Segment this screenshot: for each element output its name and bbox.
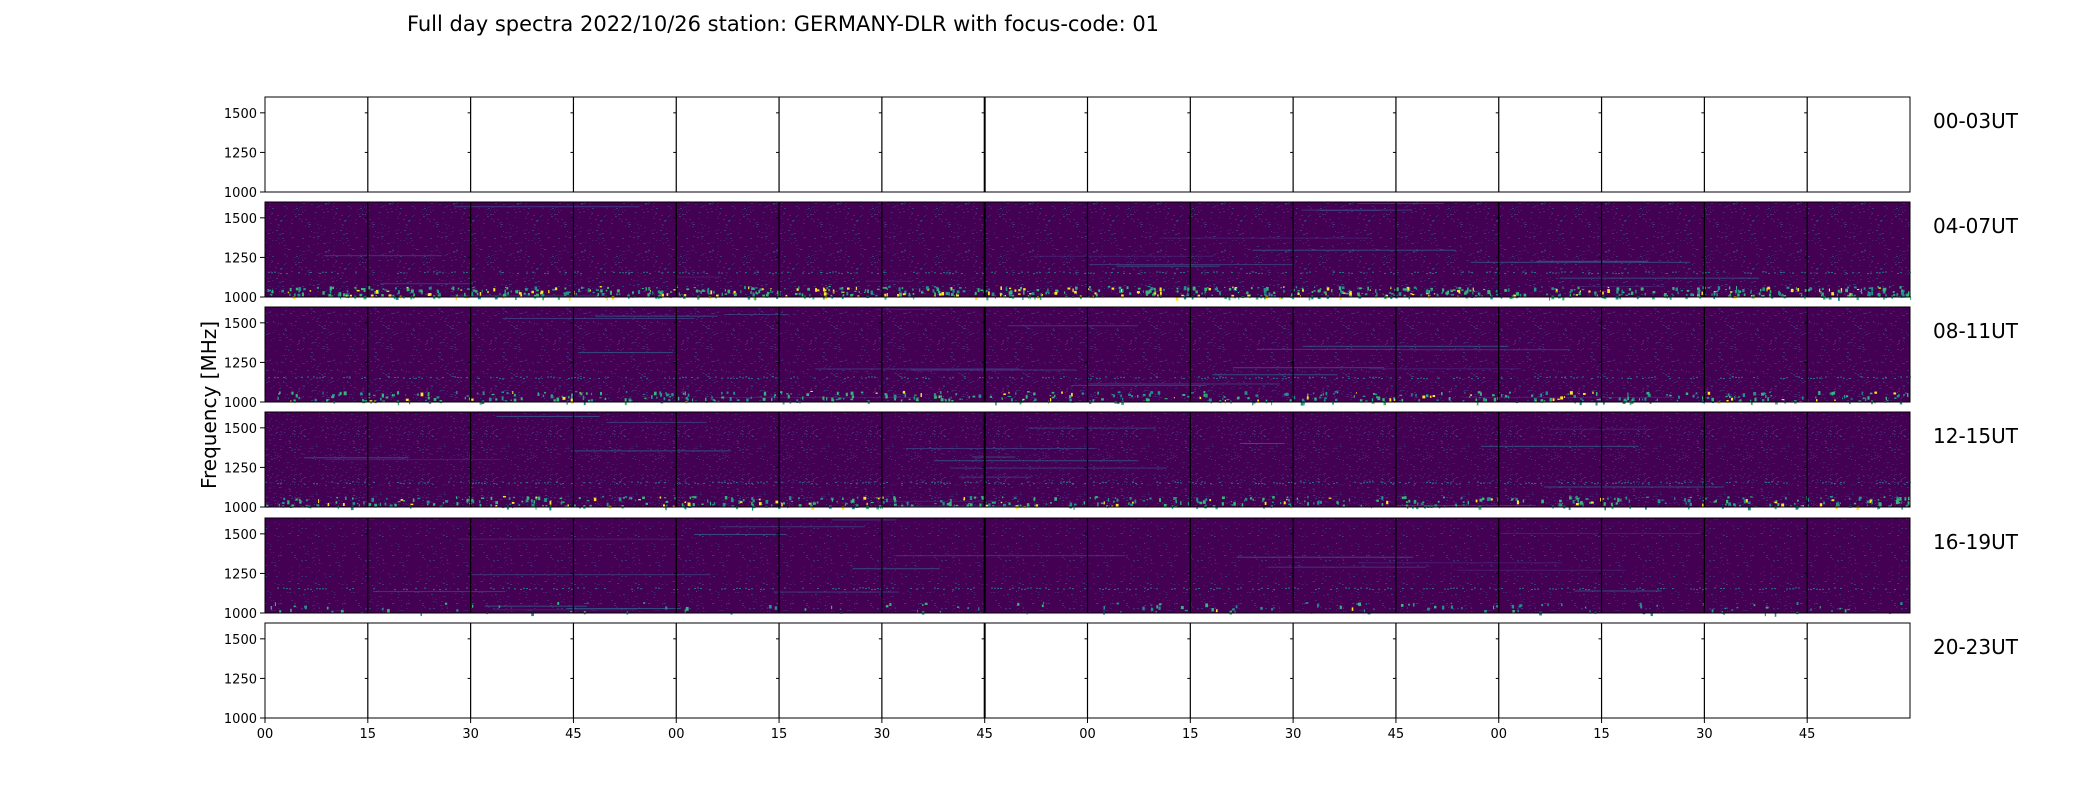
x-tick-label: 15 bbox=[1182, 727, 1199, 742]
row-frame bbox=[264, 517, 1911, 614]
y-tick-label: 1250 bbox=[224, 251, 257, 266]
x-tick-label: 30 bbox=[462, 727, 479, 742]
row-label: 16-19UT bbox=[1933, 530, 2019, 554]
row-label: 04-07UT bbox=[1933, 214, 2019, 238]
row-label: 20-23UT bbox=[1933, 635, 2019, 659]
row-frame bbox=[264, 411, 1911, 508]
y-axis-label: Frequency [MHz] bbox=[197, 321, 221, 489]
x-tick-label: 15 bbox=[771, 727, 788, 742]
row-08-11UT: 1500 1250 1000 08-11UT bbox=[224, 306, 2019, 411]
y-tick-label: 1000 bbox=[224, 186, 257, 201]
y-tick-label: 1250 bbox=[224, 461, 257, 476]
chart-title: Full day spectra 2022/10/26 station: GER… bbox=[407, 12, 1159, 36]
row-frame bbox=[264, 306, 1911, 403]
y-tick-label: 1500 bbox=[224, 107, 257, 122]
x-tick-label: 00 bbox=[668, 727, 685, 742]
y-tick-label: 1500 bbox=[224, 633, 257, 648]
x-tick-label: 00 bbox=[1490, 727, 1507, 742]
y-tick-label: 1500 bbox=[224, 317, 257, 332]
row-00-03UT: 1500 1250 1000 00-03UT bbox=[224, 96, 2019, 201]
x-tick-label: 30 bbox=[1696, 727, 1713, 742]
row-label: 08-11UT bbox=[1933, 319, 2019, 343]
spectrogram bbox=[267, 203, 1912, 301]
y-tick-label: 1500 bbox=[224, 528, 257, 543]
x-tick-label: 45 bbox=[565, 727, 582, 742]
row-label: 12-15UT bbox=[1933, 424, 2019, 448]
row-04-07UT: 1500 1250 1000 04-07UT bbox=[224, 201, 2019, 306]
y-tick-label: 1000 bbox=[224, 396, 257, 411]
x-tick-label: 45 bbox=[1799, 727, 1816, 742]
spectrogram bbox=[270, 519, 1908, 617]
y-tick-label: 1000 bbox=[224, 607, 257, 622]
row-label: 00-03UT bbox=[1933, 109, 2019, 133]
x-axis: 00 15 30 45 00 15 30 45 00 15 30 45 00 15 30 45 bbox=[257, 718, 1816, 742]
row-frame bbox=[264, 96, 1911, 193]
y-tick-label: 1250 bbox=[224, 672, 257, 687]
y-tick-label: 1000 bbox=[224, 712, 257, 727]
rows-layer: 15001250100000-03UT15001250100004-07UT15… bbox=[224, 96, 2019, 727]
x-tick-label: 00 bbox=[1079, 727, 1096, 742]
x-tick-label: 30 bbox=[1285, 727, 1302, 742]
x-tick-label: 45 bbox=[976, 727, 993, 742]
x-tick-label: 45 bbox=[1388, 727, 1405, 742]
y-tick-label: 1250 bbox=[224, 356, 257, 371]
x-tick-label: 00 bbox=[257, 727, 274, 742]
y-tick-label: 1500 bbox=[224, 422, 257, 437]
y-tick-label: 1000 bbox=[224, 501, 257, 516]
x-tick-label: 15 bbox=[360, 727, 377, 742]
row-16-19UT: 1500 1250 1000 16-19UT bbox=[224, 517, 2019, 622]
row-12-15UT: 1500 1250 1000 12-15UT bbox=[224, 411, 2019, 516]
y-tick-label: 1000 bbox=[224, 291, 257, 306]
x-tick-label: 15 bbox=[1593, 727, 1610, 742]
y-tick-label: 1250 bbox=[224, 567, 257, 582]
y-tick-label: 1250 bbox=[224, 146, 257, 161]
row-20-23UT: 1500 1250 1000 20-23UT bbox=[224, 622, 2019, 727]
y-tick-label: 1500 bbox=[224, 212, 257, 227]
x-tick-label: 30 bbox=[874, 727, 891, 742]
row-frame bbox=[264, 201, 1911, 298]
